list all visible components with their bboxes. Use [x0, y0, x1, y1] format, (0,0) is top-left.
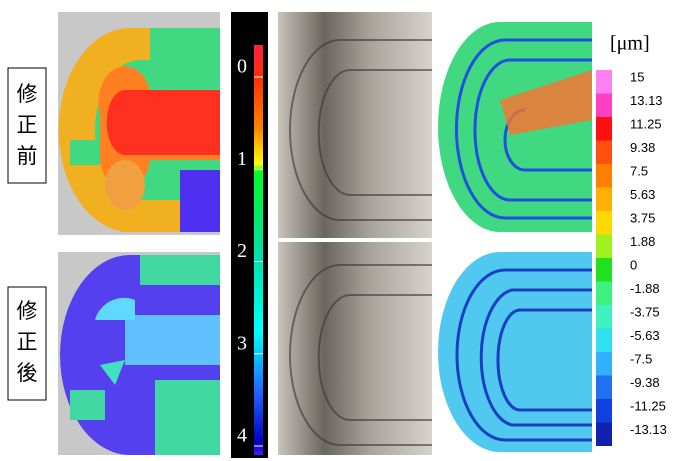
cs-tick-label: 4 [237, 425, 247, 447]
legend-label: 9.38 [630, 140, 655, 155]
legend-label: -13.13 [630, 422, 667, 437]
legend-swatch [596, 282, 612, 306]
legend-swatch [596, 376, 612, 400]
legend-swatch [596, 164, 612, 188]
legend-label: 5.63 [630, 187, 655, 202]
legend-label: -3.75 [630, 304, 660, 319]
legend-label: -1.88 [630, 281, 660, 296]
legend-label: 13.13 [630, 93, 663, 108]
legend-swatch [596, 141, 612, 165]
after-label: 修 [17, 299, 38, 323]
legend-label: 7.5 [630, 163, 648, 178]
legend-label: 11.25 [630, 116, 662, 131]
before-label: 正 [17, 113, 38, 137]
cs-bar [254, 45, 263, 455]
legend-swatch [596, 117, 612, 141]
cs-tick-label: 2 [237, 240, 247, 262]
legend: 15 13.13 11.25 9.38 7.5 5.63 3.75 1.88 0 -1.88 -3.… [596, 69, 667, 446]
cs-tick-label: 0 [237, 56, 247, 78]
legend-label: 1.88 [630, 234, 655, 249]
legend-label: -7.5 [630, 351, 652, 366]
before-model [58, 12, 220, 235]
legend-label: -5.63 [630, 328, 660, 343]
legend-swatch [596, 258, 612, 282]
photo-after [278, 242, 432, 455]
legend-swatch [596, 399, 612, 423]
legend-swatch [596, 305, 612, 329]
legend-swatch [596, 352, 612, 376]
cs-subscript: s [251, 25, 257, 41]
after-label: 正 [17, 330, 38, 354]
legend-label: -9.38 [630, 375, 660, 390]
legend-swatch [596, 211, 612, 235]
before-label: 前 [17, 144, 38, 168]
figure: 15 13.13 11.25 9.38 7.5 5.63 3.75 1.88 0 -1.88 -3.… [0, 0, 676, 461]
legend-swatch [596, 70, 612, 94]
legend-label: -11.25 [630, 398, 666, 413]
after-model [58, 252, 220, 455]
legend-swatch [596, 188, 612, 212]
legend-swatch [596, 94, 612, 118]
legend-label: 0 [630, 257, 637, 272]
before-label: 修 [17, 82, 38, 106]
legend-label: 3.75 [630, 210, 655, 225]
after-label: 後 [17, 361, 38, 385]
figure-canvas: 15 13.13 11.25 9.38 7.5 5.63 3.75 1.88 0 -1.88 -3.… [0, 0, 676, 461]
legend-swatch [596, 329, 612, 353]
legend-swatch [596, 423, 612, 447]
legend-label: 15 [630, 69, 644, 84]
cs-tick-label: 1 [237, 148, 247, 170]
cs-tick-label: 3 [237, 332, 247, 354]
photo-before [278, 12, 432, 238]
legend-unit: [μm] [610, 33, 650, 55]
legend-swatch [596, 235, 612, 259]
